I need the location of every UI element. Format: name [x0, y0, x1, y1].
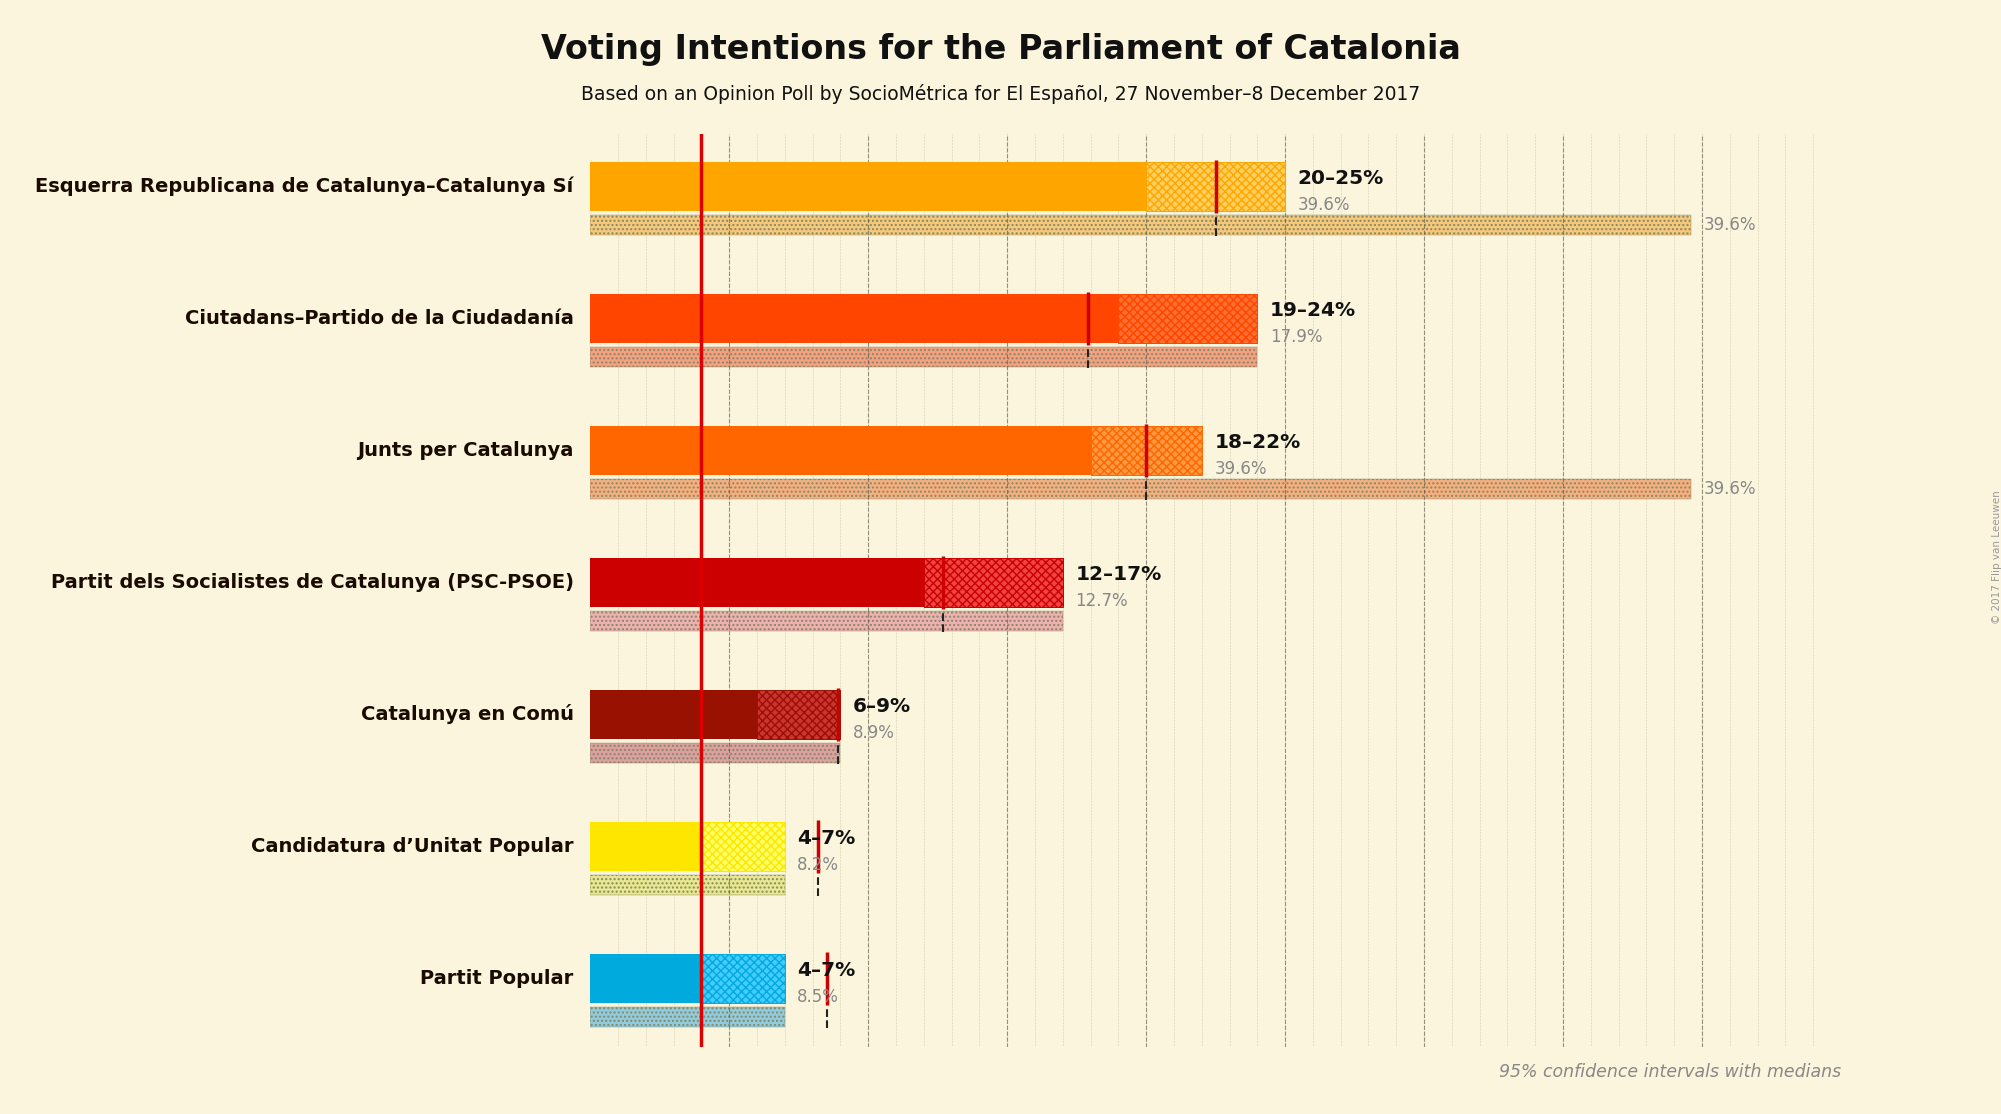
Bar	[702, 822, 784, 871]
Text: 18–22%: 18–22%	[1215, 433, 1301, 452]
Text: 39.6%: 39.6%	[1215, 460, 1267, 478]
Bar	[590, 874, 784, 896]
Text: 4–7%: 4–7%	[796, 961, 856, 980]
Text: Ciutadans–Partido de la Ciudadanía: Ciutadans–Partido de la Ciudadanía	[184, 309, 574, 328]
Text: 39.6%: 39.6%	[1703, 480, 1755, 498]
Bar	[590, 610, 1063, 632]
Bar	[590, 479, 1691, 499]
Text: 4–7%: 4–7%	[796, 829, 856, 849]
Text: 19–24%: 19–24%	[1271, 302, 1357, 321]
Text: Partit Popular: Partit Popular	[420, 969, 574, 988]
Bar	[590, 690, 756, 739]
Text: Esquerra Republicana de Catalunya–Catalunya Sí: Esquerra Republicana de Catalunya–Catalu…	[36, 177, 574, 196]
Text: Based on an Opinion Poll by SocioMétrica for El Español, 27 November–8 December : Based on an Opinion Poll by SocioMétrica…	[580, 84, 1421, 104]
Text: 39.6%: 39.6%	[1703, 216, 1755, 234]
Bar	[590, 822, 702, 871]
Text: Catalunya en Comú: Catalunya en Comú	[360, 704, 574, 724]
Text: © 2017 Flip van Leeuwen: © 2017 Flip van Leeuwen	[1993, 490, 2001, 624]
Bar	[924, 558, 1063, 607]
Bar	[590, 215, 1691, 235]
Bar	[590, 294, 1119, 343]
Text: 20–25%: 20–25%	[1297, 169, 1385, 188]
Text: 39.6%: 39.6%	[1297, 196, 1351, 214]
Bar	[590, 610, 1063, 632]
Text: 12.7%: 12.7%	[1075, 593, 1129, 610]
Bar	[590, 743, 840, 763]
Bar	[590, 426, 1091, 475]
Bar	[1119, 294, 1257, 343]
Bar	[756, 690, 840, 739]
Bar	[590, 954, 702, 1003]
Text: Candidatura d’Unitat Popular: Candidatura d’Unitat Popular	[250, 837, 574, 856]
Text: Partit dels Socialistes de Catalunya (PSC-PSOE): Partit dels Socialistes de Catalunya (PS…	[50, 573, 574, 592]
Bar	[590, 874, 784, 896]
Bar	[1147, 162, 1285, 211]
Text: 8.9%: 8.9%	[852, 724, 894, 742]
Bar	[1091, 426, 1203, 475]
Bar	[590, 346, 1257, 368]
Text: 8.2%: 8.2%	[796, 857, 838, 874]
Text: 8.5%: 8.5%	[796, 988, 838, 1006]
Text: Junts per Catalunya: Junts per Catalunya	[358, 441, 574, 460]
Bar	[590, 1007, 784, 1027]
Text: 95% confidence intervals with medians: 95% confidence intervals with medians	[1499, 1063, 1841, 1081]
Text: 12–17%: 12–17%	[1075, 566, 1161, 585]
Text: 17.9%: 17.9%	[1271, 329, 1323, 346]
Bar	[590, 558, 924, 607]
Bar	[702, 954, 784, 1003]
Text: 6–9%: 6–9%	[852, 697, 910, 716]
Bar	[590, 1007, 784, 1027]
Bar	[590, 743, 840, 763]
Bar	[590, 346, 1257, 368]
Bar	[590, 215, 1691, 235]
Text: Voting Intentions for the Parliament of Catalonia: Voting Intentions for the Parliament of …	[540, 33, 1461, 67]
Bar	[590, 479, 1691, 499]
Bar	[590, 162, 1147, 211]
